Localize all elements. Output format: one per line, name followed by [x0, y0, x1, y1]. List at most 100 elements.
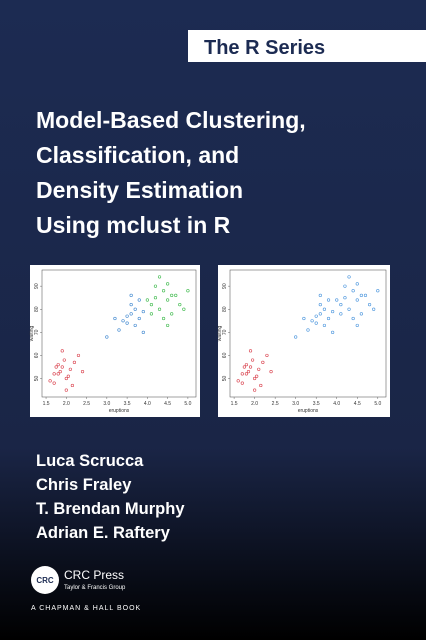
point: [129, 303, 133, 307]
point: [157, 275, 162, 279]
y-axis-label: waiting: [217, 326, 223, 342]
point: [250, 358, 255, 362]
imprint: A CHAPMAN & HALL BOOK: [31, 605, 141, 612]
x-tick-label: 1.5: [231, 401, 238, 407]
point: [64, 376, 68, 381]
point: [153, 296, 158, 300]
point: [318, 312, 322, 316]
point: [105, 335, 109, 339]
point: [359, 293, 363, 298]
point: [76, 353, 81, 358]
point: [161, 316, 166, 321]
point: [149, 303, 154, 307]
point: [137, 316, 141, 321]
x-tick-label: 3.0: [103, 401, 110, 407]
x-axis-label: eruptions: [298, 408, 319, 414]
point: [363, 293, 368, 298]
plot-panel: [30, 265, 200, 417]
point: [166, 282, 170, 286]
x-tick-label: 1.5: [43, 401, 50, 407]
point: [157, 307, 162, 311]
point: [339, 312, 343, 316]
point: [178, 303, 182, 307]
point: [318, 303, 322, 307]
point: [269, 370, 273, 374]
point: [347, 307, 351, 311]
point: [339, 303, 343, 307]
point: [129, 293, 133, 298]
point: [322, 323, 327, 328]
point: [244, 363, 249, 367]
y-tick-label: 80: [34, 306, 40, 312]
point: [240, 381, 244, 385]
y-tick-label: 50: [222, 376, 228, 382]
point: [265, 353, 269, 358]
point: [64, 388, 68, 392]
x-tick-label: 5.0: [374, 401, 381, 407]
point: [166, 323, 170, 328]
series-label: The R Series: [204, 37, 325, 59]
x-tick-label: 2.0: [63, 401, 70, 407]
point: [253, 388, 257, 392]
point: [60, 349, 64, 353]
point: [125, 314, 129, 318]
point: [153, 284, 158, 288]
point: [113, 316, 117, 321]
point: [351, 289, 355, 293]
point: [166, 298, 170, 302]
point: [236, 379, 240, 383]
point: [186, 289, 190, 293]
x-tick-label: 4.5: [164, 401, 171, 407]
plot-panel: [218, 265, 390, 417]
plot-frame: [229, 269, 387, 398]
point: [121, 319, 125, 323]
title-line: Using mclust in R: [36, 212, 231, 238]
x-axis-label: eruptions: [109, 408, 130, 414]
point: [56, 372, 60, 376]
logo-text: CRC: [36, 576, 54, 585]
point: [133, 307, 137, 311]
y-tick-label: 70: [222, 329, 228, 335]
x-tick-label: 4.0: [333, 401, 340, 407]
point: [182, 307, 186, 311]
point: [326, 298, 331, 302]
point: [326, 316, 331, 321]
point: [170, 293, 174, 298]
point: [174, 293, 178, 298]
point: [259, 383, 263, 388]
point: [66, 374, 70, 378]
point: [335, 298, 339, 302]
author: Adrian E. Raftery: [36, 524, 171, 542]
y-tick-label: 90: [34, 283, 40, 289]
point: [242, 365, 246, 369]
y-tick-label: 90: [222, 283, 228, 289]
title-line: Classification, and: [36, 142, 239, 168]
point: [62, 358, 66, 362]
point: [347, 275, 351, 279]
point: [68, 367, 72, 371]
point: [137, 298, 141, 302]
author: Chris Fraley: [36, 476, 132, 494]
y-tick-label: 70: [34, 329, 40, 335]
point: [314, 321, 318, 325]
author: Luca Scrucca: [36, 452, 144, 470]
point: [72, 360, 77, 364]
point: [343, 296, 347, 300]
plot-frame: [41, 269, 197, 398]
point: [355, 323, 359, 328]
point: [318, 293, 322, 298]
point: [355, 298, 359, 302]
point: [331, 309, 335, 314]
point: [355, 282, 359, 286]
point: [149, 312, 154, 316]
y-axis-label: waiting: [29, 326, 35, 342]
point: [58, 370, 62, 374]
title-line: Density Estimation: [36, 177, 243, 203]
point: [56, 363, 60, 367]
point: [257, 367, 261, 371]
x-tick-label: 3.5: [124, 401, 131, 407]
y-tick-label: 50: [34, 376, 40, 382]
point: [322, 307, 327, 311]
